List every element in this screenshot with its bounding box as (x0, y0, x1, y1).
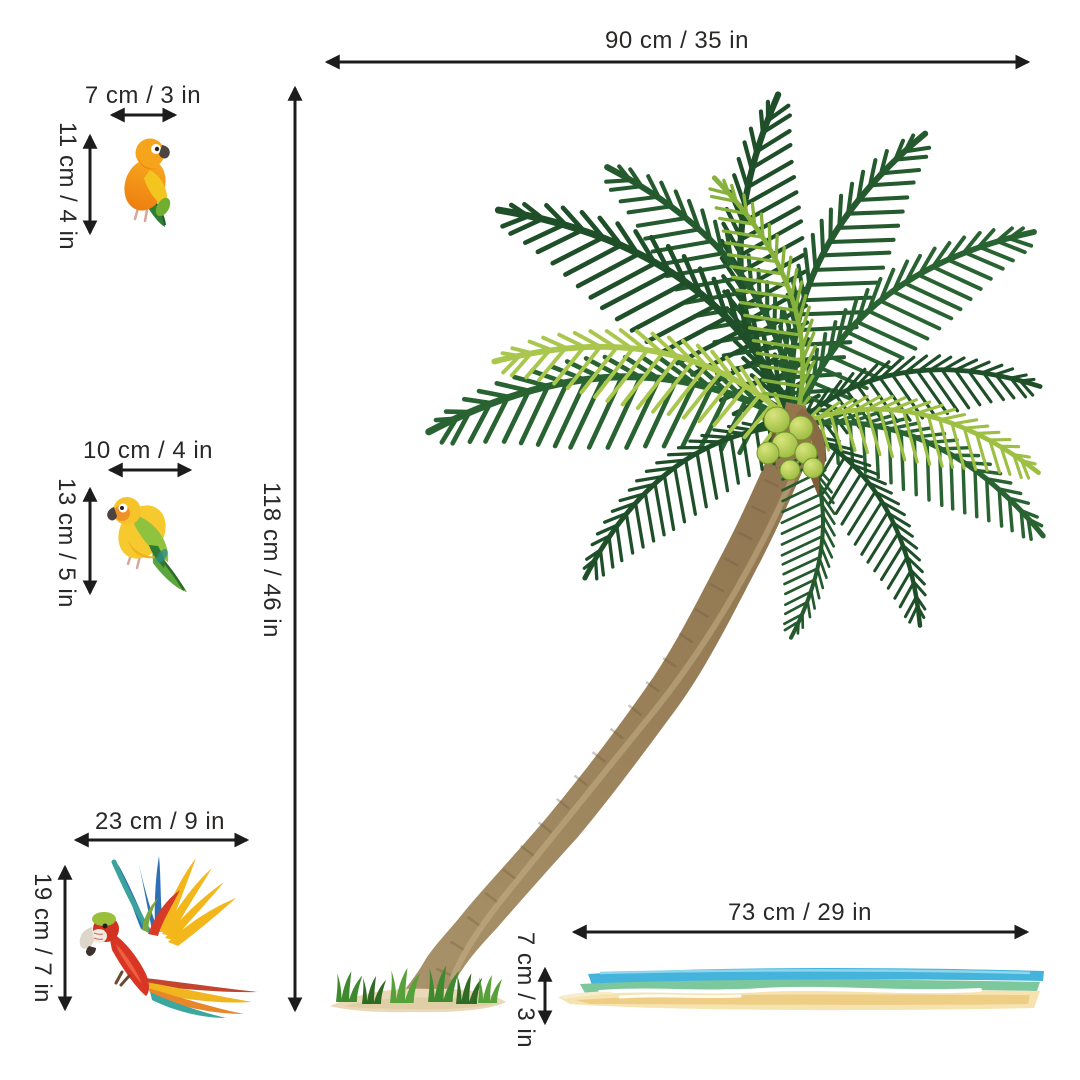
beach-shore-strip-illustration (558, 967, 1044, 1011)
palm-tree-illustration (330, 93, 1064, 1013)
parrot-small-height-label: 11 cm / 4 in (54, 121, 81, 251)
perched-parrot-medium-illustration (107, 497, 187, 592)
macaw-tail (145, 978, 258, 1018)
perched-parrot-small-illustration (124, 138, 171, 227)
palm-coconuts (756, 402, 826, 496)
parrot-medium-width-label: 10 cm / 4 in (82, 437, 214, 464)
macaw-height-label: 19 cm / 7 in (29, 872, 56, 1004)
palm-trunk (396, 434, 812, 1006)
palm-width-label: 90 cm / 35 in (605, 27, 749, 54)
parrot-medium-height-label: 13 cm / 5 in (53, 477, 80, 609)
dimension-arrows (57, 54, 1031, 1026)
palm-height-label: 118 cm / 46 in (258, 482, 285, 638)
flying-macaw-illustration (79, 856, 258, 1018)
parrot-small-width-label: 7 cm / 3 in (84, 82, 202, 109)
palm-base-grass (330, 965, 506, 1013)
beach-height-label: 7 cm / 3 in (512, 931, 539, 1049)
beach-width-label: 73 cm / 29 in (728, 899, 872, 926)
macaw-width-label: 23 cm / 9 in (94, 808, 226, 835)
